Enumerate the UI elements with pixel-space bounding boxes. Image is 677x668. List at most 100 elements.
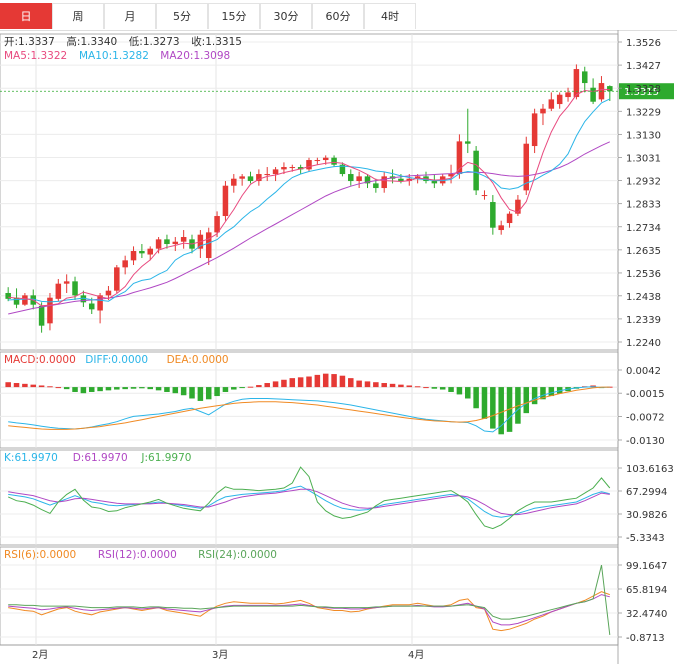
candle xyxy=(381,176,387,189)
candle xyxy=(5,293,11,299)
candle xyxy=(289,167,296,169)
macd-bar xyxy=(205,387,212,400)
j-legend-label: J: xyxy=(140,452,148,464)
candle xyxy=(172,241,179,245)
macd-bar xyxy=(105,387,112,391)
candle xyxy=(356,176,362,182)
macd-bar xyxy=(448,387,454,392)
tab-2[interactable]: 月 xyxy=(104,3,156,29)
candle xyxy=(105,290,112,296)
macd-bar xyxy=(281,379,287,388)
x-tick-label: 4月 xyxy=(408,649,424,661)
macd-bar xyxy=(180,387,187,396)
candle xyxy=(540,108,546,114)
tab-4[interactable]: 15分 xyxy=(208,3,260,29)
low-legend-value: 1.3273 xyxy=(143,36,180,48)
candle xyxy=(264,174,270,176)
candle xyxy=(80,295,87,303)
macd-bar xyxy=(414,386,421,388)
candle xyxy=(473,150,479,191)
y-tick-label: -0.8713 xyxy=(626,633,665,644)
candle xyxy=(155,239,162,249)
candle xyxy=(556,94,563,105)
tab-5[interactable]: 30分 xyxy=(260,3,312,29)
candle xyxy=(490,202,496,228)
close-legend-label: 收: xyxy=(191,35,205,48)
y-tick-label: 1.2932 xyxy=(626,177,661,188)
dea-legend: DEA:0.0000 xyxy=(167,354,229,366)
candle xyxy=(272,169,279,175)
macd-bar xyxy=(289,378,296,388)
y-tick-label: 1.2339 xyxy=(626,315,661,326)
grid xyxy=(0,30,619,664)
candle xyxy=(139,251,145,254)
y-tick-label: 65.8194 xyxy=(626,585,667,596)
candle xyxy=(565,92,571,98)
y-tick-label: 1.3031 xyxy=(626,153,661,164)
rsi12-line xyxy=(8,594,610,626)
macd-bar xyxy=(314,374,321,388)
last-price-label: 1.3315 xyxy=(624,87,659,98)
candle xyxy=(122,260,128,268)
diff-legend: DIFF:0.0000 xyxy=(85,354,148,366)
j-line xyxy=(7,466,611,530)
ma20-legend-label: MA20: xyxy=(160,50,193,62)
d-legend-label: D: xyxy=(73,452,85,464)
tab-6[interactable]: 60分 xyxy=(312,3,364,29)
candle xyxy=(13,297,20,305)
candle xyxy=(130,251,137,261)
macd-bar xyxy=(373,382,379,388)
macd-bar xyxy=(356,380,362,388)
high-legend-value: 1.3340 xyxy=(80,36,117,48)
macd-bar xyxy=(523,387,530,414)
macd-bar xyxy=(297,377,304,388)
close-legend: 收:1.3315 xyxy=(191,35,242,48)
candle xyxy=(523,143,530,191)
macd-bar xyxy=(172,387,179,394)
candle xyxy=(239,176,245,179)
y-tick-label: 1.3130 xyxy=(626,130,661,141)
macd-bar xyxy=(30,384,37,388)
candle xyxy=(180,237,187,242)
macd-bar xyxy=(490,387,496,429)
ma5-legend-value: 1.3322 xyxy=(30,50,67,62)
macd-bar xyxy=(456,387,463,395)
macd-bar xyxy=(197,387,204,401)
candle xyxy=(247,176,254,182)
rsi12-legend-label: RSI(12): xyxy=(98,549,140,561)
rsi24-legend: RSI(24):0.0000 xyxy=(198,549,277,561)
y-tick-label: -0.0015 xyxy=(626,389,665,400)
candle xyxy=(548,99,555,109)
macd-bar xyxy=(540,387,546,400)
tab-7[interactable]: 4时 xyxy=(364,3,416,29)
y-tick-label: -0.0130 xyxy=(626,436,665,447)
macd-bar xyxy=(498,387,504,435)
candle xyxy=(63,281,70,284)
k-legend-label: K: xyxy=(4,452,14,464)
k-line xyxy=(8,485,610,518)
y-tick-label: 1.3526 xyxy=(626,38,661,49)
y-tick-label: -5.3343 xyxy=(626,533,665,544)
macd-bar xyxy=(481,387,488,419)
y-tick-label: 1.2734 xyxy=(626,223,661,234)
ma10-legend-label: MA10: xyxy=(79,50,112,62)
y-tick-label: 0.0042 xyxy=(626,366,661,377)
high-legend: 高:1.3340 xyxy=(66,35,117,48)
candle xyxy=(205,232,212,259)
diff-legend-value: 0.0000 xyxy=(111,354,148,366)
macd-bar xyxy=(439,387,446,390)
candle xyxy=(231,178,237,186)
tab-1[interactable]: 周 xyxy=(52,3,104,29)
y-tick-label: -0.0072 xyxy=(626,412,665,423)
candle xyxy=(322,157,329,161)
macd-bar xyxy=(63,387,70,390)
tab-3[interactable]: 5分 xyxy=(156,3,208,29)
tab-0[interactable]: 日 xyxy=(0,3,52,29)
macd-bar xyxy=(465,387,471,399)
y-tick-label: 1.2833 xyxy=(626,200,661,211)
low-legend: 低:1.3273 xyxy=(129,35,180,48)
candle xyxy=(456,141,463,175)
candle xyxy=(214,216,220,233)
macd-bar xyxy=(122,387,128,390)
d-line xyxy=(8,488,610,516)
